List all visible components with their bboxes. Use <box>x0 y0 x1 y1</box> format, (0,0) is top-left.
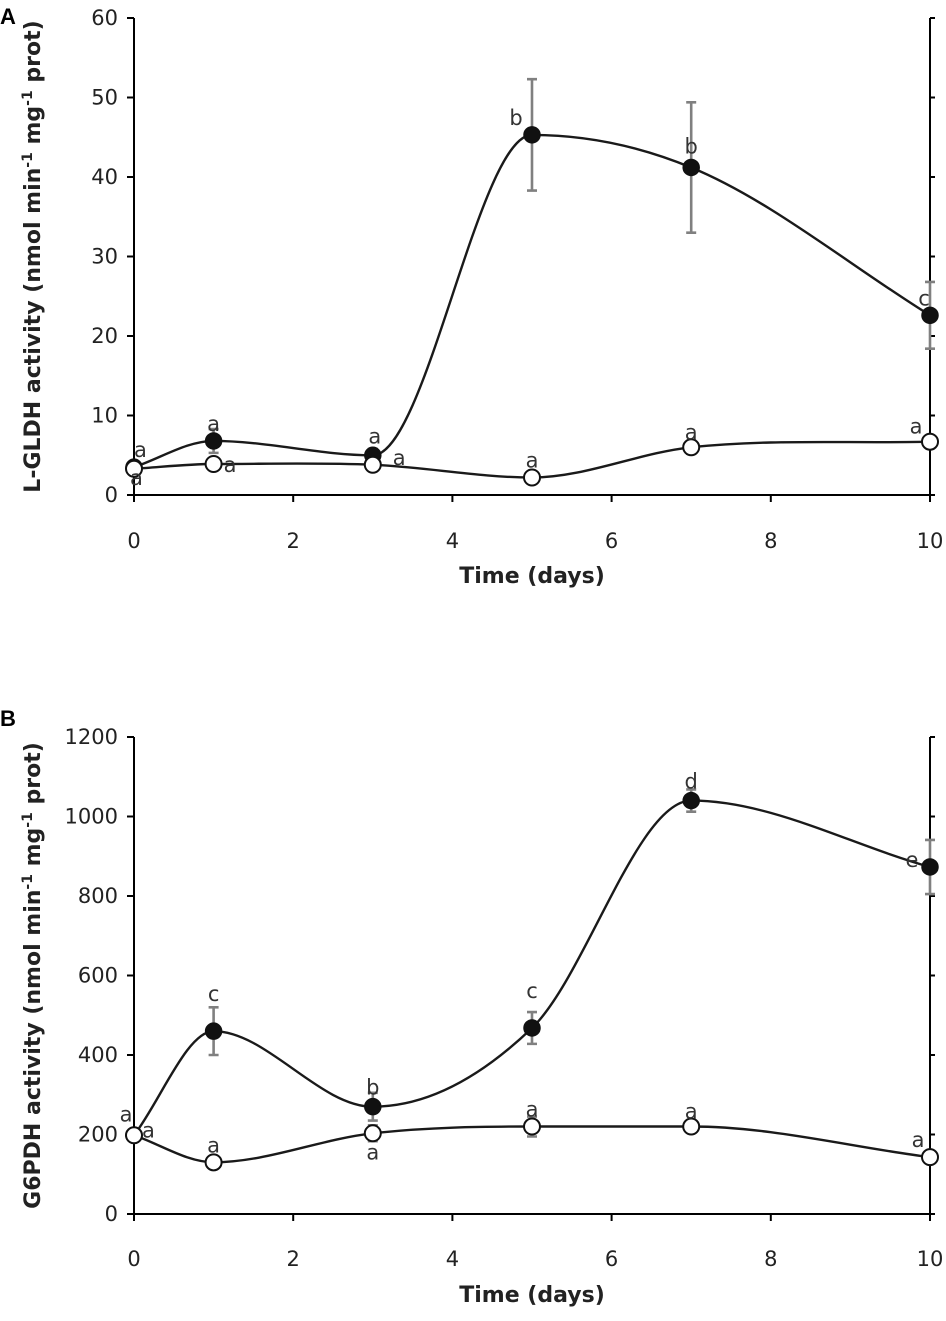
series-filled-curve <box>133 133 931 469</box>
x-axis-title: Time (days) <box>459 1283 605 1308</box>
significance-letter-open: a <box>526 1098 539 1122</box>
significance-letter-filled: b <box>509 106 522 130</box>
data-point-open <box>682 438 701 457</box>
data-point-filled <box>682 791 700 810</box>
significance-letter-filled: b <box>366 1076 379 1100</box>
data-point-filled <box>682 158 700 177</box>
y-tick-label: 10 <box>91 404 118 428</box>
x-tick-label: 6 <box>605 529 618 553</box>
data-point-open <box>363 1124 382 1143</box>
x-tick-label: 2 <box>287 1247 300 1271</box>
y-tick-label: 600 <box>78 964 118 988</box>
significance-letter-filled: a <box>368 424 381 448</box>
data-point-filled <box>364 1097 382 1116</box>
data-point-open <box>363 455 382 474</box>
y-tick-label: 0 <box>105 1202 118 1226</box>
y-tick-label: 1000 <box>65 805 118 829</box>
data-point-open <box>204 1153 223 1172</box>
data-point-open <box>125 459 143 478</box>
y-tick-label: 0 <box>105 483 118 507</box>
x-tick-label: 4 <box>446 529 459 553</box>
significance-letter-open: a <box>207 1133 220 1157</box>
significance-letter-filled: d <box>685 770 698 794</box>
x-tick-label: 0 <box>127 1247 140 1271</box>
y-tick-label: 40 <box>91 165 118 189</box>
significance-letter-filled: a <box>207 412 220 436</box>
x-tick-label: 10 <box>917 1247 944 1271</box>
significance-letter-open: a <box>526 449 539 473</box>
significance-letter-filled: e <box>906 848 919 872</box>
x-tick-label: 0 <box>127 529 140 553</box>
significance-letter-open: a <box>366 1140 379 1164</box>
significance-letter-filled: c <box>918 286 930 310</box>
panel-b: B 0 200 400 600 800 1000 1200 0 2 4 6 8 10 Time (days)… <box>0 706 943 1308</box>
data-point-open <box>523 1117 541 1136</box>
x-tick-label: 8 <box>764 1247 777 1271</box>
significance-letter-open: a <box>142 1118 155 1142</box>
data-point-open <box>682 1117 701 1136</box>
y-axis-title-part: -1 <box>20 90 36 106</box>
y-tick-label: 20 <box>91 324 118 348</box>
x-tick-label: 4 <box>446 1247 459 1271</box>
y-tick-label: 60 <box>91 6 118 30</box>
y-axis-title-part: G6PDH activity (nmol min <box>21 890 46 1209</box>
y-axis-title: L-GLDH activity (nmol min-1 mg-1 prot) <box>20 20 46 492</box>
x-axis-title: Time (days) <box>459 564 605 589</box>
significance-letter-filled: b <box>685 134 698 158</box>
y-tick-label: 30 <box>91 245 118 269</box>
y-tick-label: 400 <box>78 1043 118 1067</box>
data-point-open <box>125 1126 143 1145</box>
panel-label: A <box>0 4 16 29</box>
significance-letter-filled: a <box>134 438 147 462</box>
y-tick-label: 800 <box>78 884 118 908</box>
significance-letter-open: a <box>224 453 237 477</box>
y-axis-title-part: prot) <box>21 742 46 812</box>
panel-label: B <box>0 706 16 731</box>
y-tick-label: 50 <box>91 86 118 110</box>
data-point-filled <box>204 432 223 450</box>
panel-a: A 0 10 20 30 40 50 60 0 2 4 6 8 10 Time (days) L-GLDH a… <box>0 4 943 589</box>
data-point-filled <box>921 306 939 325</box>
significance-letter-filled: c <box>208 982 220 1006</box>
data-point-filled <box>921 858 939 876</box>
data-point-filled <box>523 1019 541 1037</box>
y-axis-title-part: -1 <box>20 812 36 828</box>
x-tick-label: 6 <box>605 1247 618 1271</box>
y-axis-title-part: -1 <box>20 874 36 890</box>
data-point-filled <box>523 126 541 144</box>
data-point-open <box>523 468 541 487</box>
significance-letter-open: a <box>393 446 406 470</box>
y-tick-label: 1200 <box>65 725 118 749</box>
y-axis-title-part: L-GLDH activity (nmol min <box>21 168 46 493</box>
data-point-filled <box>204 1022 223 1040</box>
y-axis-title: G6PDH activity (nmol min-1 mg-1 prot) <box>20 742 46 1209</box>
data-point-open <box>204 454 223 473</box>
x-tick-label: 10 <box>917 529 944 553</box>
data-point-open <box>921 1148 939 1167</box>
y-tick-label: 200 <box>78 1123 118 1147</box>
y-axis-title-part: mg <box>21 106 46 152</box>
series-filled-curve <box>133 799 931 1137</box>
significance-letter-filled: a <box>120 1102 133 1126</box>
y-axis-title-part: -1 <box>20 152 36 168</box>
data-point-open <box>921 432 939 451</box>
significance-letter-open: a <box>912 1128 925 1152</box>
y-axis-title-part: prot) <box>21 20 46 90</box>
x-tick-label: 8 <box>764 529 777 553</box>
y-axis-title-part: mg <box>21 828 46 874</box>
axes-frame <box>133 737 931 1215</box>
x-tick-label: 2 <box>287 529 300 553</box>
significance-letter-filled: c <box>526 979 538 1003</box>
significance-letter-open: a <box>685 1100 698 1124</box>
significance-letter-open: a <box>130 466 143 490</box>
significance-letter-open: a <box>910 415 923 439</box>
significance-letter-open: a <box>685 420 698 444</box>
